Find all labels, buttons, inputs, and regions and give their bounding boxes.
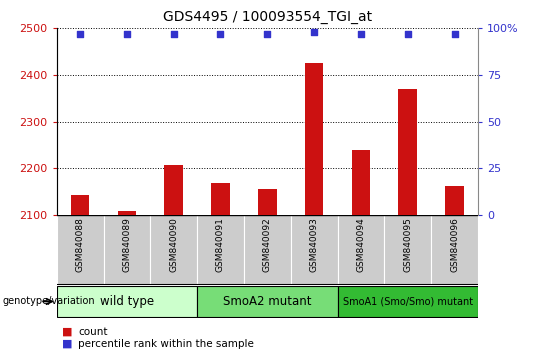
Text: GSM840090: GSM840090 (169, 217, 178, 272)
Bar (164, 165, 183, 354)
Text: GSM840092: GSM840092 (263, 217, 272, 272)
Text: percentile rank within the sample: percentile rank within the sample (78, 339, 254, 349)
Text: GSM840088: GSM840088 (76, 217, 85, 272)
Point (450, 31, 459, 36)
Text: genotype/variation: genotype/variation (3, 297, 96, 307)
Bar (118, 211, 136, 354)
Text: GSM840091: GSM840091 (216, 217, 225, 272)
Point (170, 31, 178, 36)
Bar (399, 89, 417, 354)
Bar (197, 215, 244, 285)
Bar (291, 215, 338, 285)
Bar (352, 149, 370, 354)
Text: wild type: wild type (100, 295, 154, 308)
Text: ■: ■ (62, 327, 72, 337)
Bar (57, 215, 104, 285)
Bar (384, 215, 431, 285)
Bar (445, 185, 464, 354)
Bar (258, 189, 276, 354)
Bar (244, 215, 291, 285)
Bar (338, 286, 478, 317)
Bar (150, 215, 197, 285)
Bar (57, 286, 197, 317)
Text: GSM840095: GSM840095 (403, 217, 412, 272)
Bar (338, 215, 384, 285)
Text: SmoA1 (Smo/Smo) mutant: SmoA1 (Smo/Smo) mutant (343, 297, 472, 307)
Bar (197, 286, 338, 317)
Text: GSM840093: GSM840093 (309, 217, 319, 272)
Point (76, 31, 84, 36)
Point (123, 31, 131, 36)
Point (310, 29, 319, 35)
Text: GSM840089: GSM840089 (123, 217, 131, 272)
Text: GSM840094: GSM840094 (356, 217, 366, 272)
Text: SmoA2 mutant: SmoA2 mutant (223, 295, 312, 308)
Point (263, 31, 272, 36)
Bar (431, 215, 478, 285)
Point (403, 31, 412, 36)
Bar (71, 195, 90, 354)
Point (216, 31, 225, 36)
Title: GDS4495 / 100093554_TGI_at: GDS4495 / 100093554_TGI_at (163, 10, 372, 24)
Point (356, 31, 365, 36)
Text: ■: ■ (62, 339, 72, 349)
Bar (104, 215, 150, 285)
Bar (211, 183, 230, 354)
Text: GSM840096: GSM840096 (450, 217, 459, 272)
Text: count: count (78, 327, 108, 337)
Bar (305, 63, 323, 354)
